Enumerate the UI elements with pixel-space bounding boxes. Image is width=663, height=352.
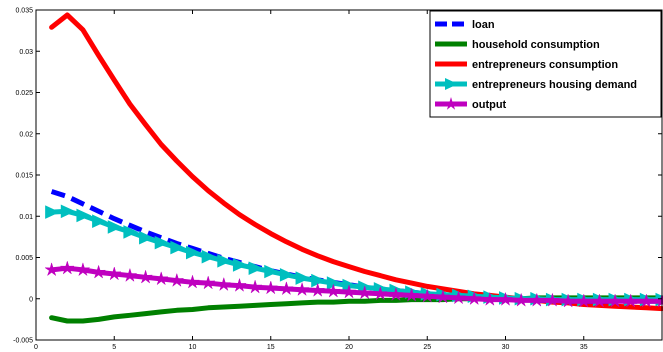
data-point <box>231 277 247 292</box>
series-layer <box>44 12 663 324</box>
data-point <box>357 285 373 300</box>
series-4 <box>44 260 663 308</box>
data-point <box>372 285 388 301</box>
legend-entry: entrepreneurs housing demand <box>435 78 637 91</box>
y-tick-label: 0.03 <box>19 49 33 56</box>
legend-label: household consumption <box>472 39 600 51</box>
data-point <box>44 262 60 277</box>
data-point <box>544 292 560 307</box>
data-point <box>232 258 248 272</box>
data-point <box>106 266 122 281</box>
y-tick-label: 0.005 <box>15 255 33 262</box>
legend: loan household consumption entrepreneurs c… <box>429 10 662 118</box>
data-point <box>217 254 232 268</box>
data-point <box>497 291 514 306</box>
legend-label: entrepreneurs consumption <box>472 59 618 71</box>
data-point <box>388 286 404 302</box>
data-point <box>186 245 201 260</box>
data-point <box>248 261 264 276</box>
data-point <box>278 281 294 296</box>
legend-entry: entrepreneurs consumption <box>435 59 618 71</box>
data-point <box>513 292 529 307</box>
legend-entry: output <box>435 97 507 111</box>
series-line <box>49 265 663 304</box>
data-point <box>153 271 169 286</box>
data-point <box>91 264 107 279</box>
data-point <box>264 264 279 279</box>
data-point <box>404 287 420 302</box>
data-point <box>295 271 311 285</box>
data-point <box>325 283 341 298</box>
data-point <box>311 273 326 288</box>
data-point <box>122 267 138 283</box>
data-point <box>294 281 310 297</box>
legend-box <box>429 10 662 118</box>
data-point <box>576 293 592 308</box>
data-point <box>200 275 216 290</box>
x-tick-label: 20 <box>345 344 353 351</box>
data-point <box>201 249 217 264</box>
data-point <box>435 289 451 304</box>
data-point <box>123 225 139 239</box>
legend-entry: loan <box>435 19 495 31</box>
x-tick-label: 15 <box>267 344 275 351</box>
data-point <box>482 291 498 306</box>
y-tick-label: 0.015 <box>15 173 33 180</box>
data-point <box>451 290 467 305</box>
data-point <box>59 260 75 275</box>
x-tick-label: 35 <box>580 344 588 351</box>
data-point <box>139 230 154 245</box>
data-point <box>169 272 185 288</box>
data-point <box>247 279 263 294</box>
data-point <box>184 274 201 289</box>
data-point <box>466 290 482 306</box>
data-point <box>419 288 435 303</box>
data-point <box>138 269 154 284</box>
legend-entry: household consumption <box>435 39 600 51</box>
data-point <box>591 293 607 308</box>
data-point <box>623 293 639 308</box>
data-point <box>607 293 623 308</box>
data-point <box>263 280 279 295</box>
x-tick-label: 10 <box>189 344 197 351</box>
legend-label: output <box>472 99 507 111</box>
data-point <box>75 262 91 277</box>
data-point <box>638 293 654 308</box>
data-point <box>60 204 76 219</box>
data-point <box>45 205 60 219</box>
y-tick-label: 0.02 <box>19 131 33 138</box>
data-point <box>76 208 92 223</box>
data-point <box>279 268 295 282</box>
legend-label: entrepreneurs housing demand <box>472 79 637 91</box>
y-tick-label: -0.005 <box>13 338 33 345</box>
y-tick-label: 0.01 <box>19 214 33 221</box>
data-point <box>560 293 576 308</box>
x-tick-label: 25 <box>423 344 431 351</box>
data-point <box>310 282 326 297</box>
legend-marker <box>445 78 458 90</box>
legend-label: loan <box>472 19 495 31</box>
legend-marker <box>444 97 458 110</box>
data-point <box>92 214 107 228</box>
data-point <box>216 276 232 292</box>
x-tick-label: 30 <box>502 344 510 351</box>
data-point <box>529 292 545 307</box>
data-point <box>170 240 186 255</box>
y-tick-label: 0 <box>29 296 33 303</box>
y-tick-label: 0.025 <box>15 90 33 97</box>
data-point <box>154 235 170 250</box>
data-point <box>107 220 123 234</box>
x-tick-label: 0 <box>34 344 38 351</box>
x-tick-label: 5 <box>112 344 116 351</box>
y-tick-label: 0.035 <box>15 8 33 15</box>
data-point <box>341 284 357 299</box>
